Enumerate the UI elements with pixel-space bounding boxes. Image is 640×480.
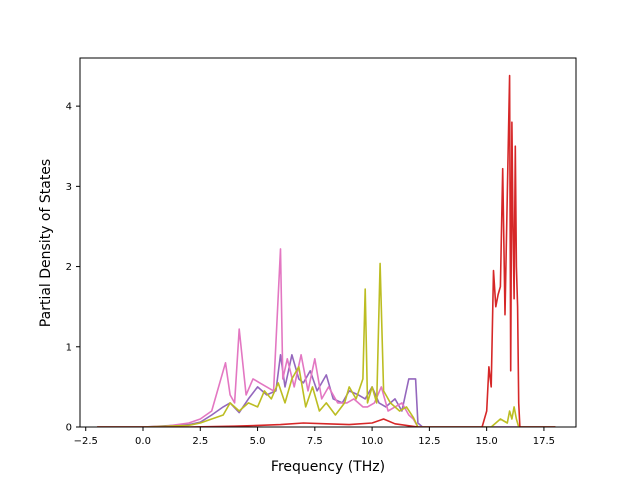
- series-line-3: [97, 262, 556, 427]
- y-tick-label: 4: [66, 102, 72, 113]
- x-tick-label: 7.5: [307, 436, 323, 447]
- x-tick-label: 0.0: [135, 436, 151, 447]
- x-tick-label: 12.5: [418, 436, 440, 447]
- series-line-2: [97, 248, 556, 427]
- y-axis-title: Partial Density of States: [38, 159, 54, 327]
- y-tick-label: 1: [66, 342, 72, 353]
- y-tick-label: 0: [66, 423, 72, 434]
- plot-frame: [79, 57, 577, 428]
- y-axis: 0 1 2 3 4: [66, 102, 80, 434]
- series-line-4: [97, 74, 556, 427]
- x-axis-title: Frequency (THz): [271, 459, 385, 475]
- x-tick-label: 10.0: [361, 436, 383, 447]
- y-tick-label: 2: [66, 262, 72, 273]
- x-tick-label: 17.5: [533, 436, 555, 447]
- y-tick-label: 3: [66, 182, 72, 193]
- x-axis: −2.5 0.0 2.5 5.0 7.5 10.0 12.5 15.0 17.5: [74, 427, 555, 447]
- x-tick-label: 15.0: [476, 436, 498, 447]
- series-layer: [97, 74, 556, 427]
- x-tick-label: 5.0: [250, 436, 266, 447]
- x-tick-label: −2.5: [74, 436, 98, 447]
- x-tick-label: 2.5: [192, 436, 208, 447]
